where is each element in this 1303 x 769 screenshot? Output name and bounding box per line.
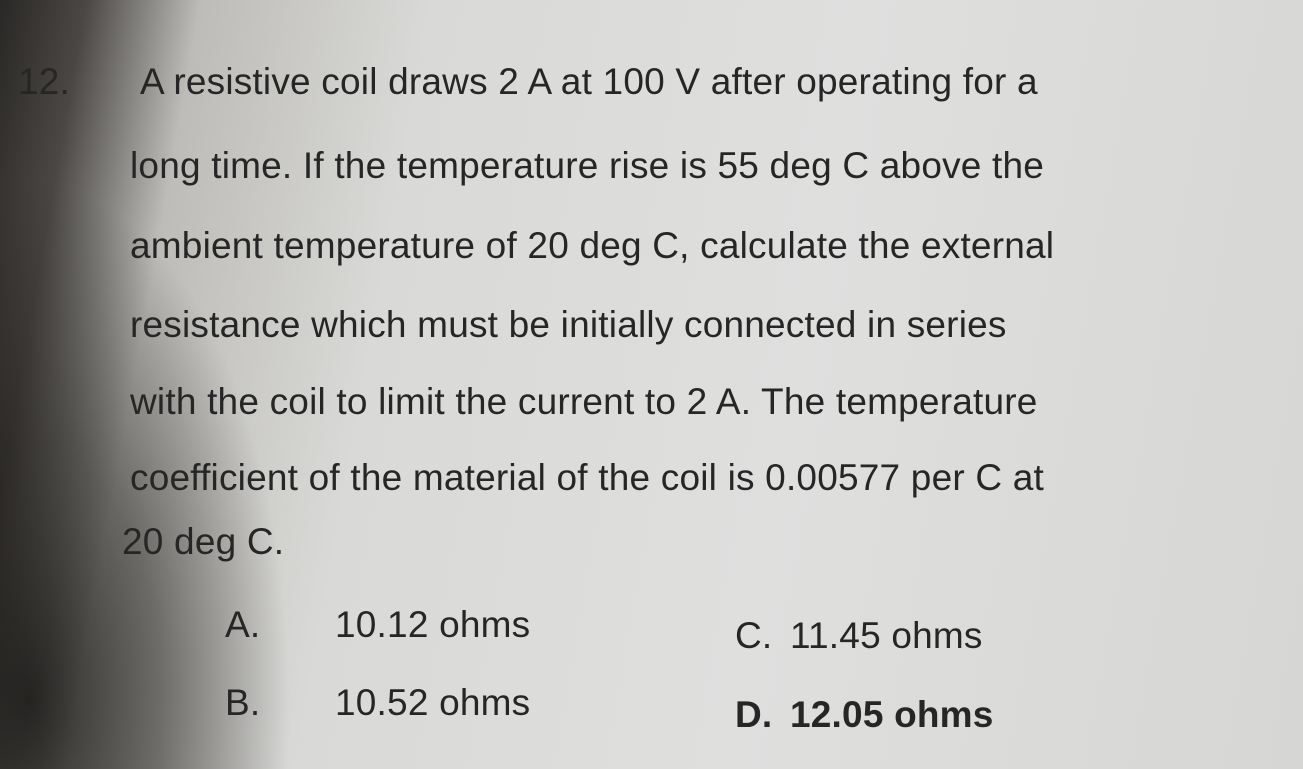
question-line: resistance which must be initially conne… — [130, 304, 1007, 345]
option-label: C. — [735, 615, 773, 656]
question-line: 20 deg C. — [122, 521, 285, 562]
option-text: 10.52 ohms — [335, 682, 531, 723]
option-text: 11.45 ohms — [790, 615, 983, 656]
option-text: 12.05 ohms — [790, 694, 994, 735]
option-label: B. — [225, 682, 261, 723]
option-label: D. — [735, 694, 773, 735]
question-line: with the coil to limit the current to 2 … — [130, 381, 1038, 422]
question-line: ambient temperature of 20 deg C, calcula… — [130, 225, 1055, 266]
question-line: coefficient of the material of the coil … — [130, 457, 1045, 498]
option-label: A. — [225, 604, 261, 645]
question-line: A resistive coil draws 2 A at 100 V afte… — [140, 61, 1038, 102]
question-line: long time. If the temperature rise is 55… — [130, 145, 1045, 186]
question-number: 12. — [18, 61, 71, 102]
option-text: 10.12 ohms — [335, 604, 531, 645]
